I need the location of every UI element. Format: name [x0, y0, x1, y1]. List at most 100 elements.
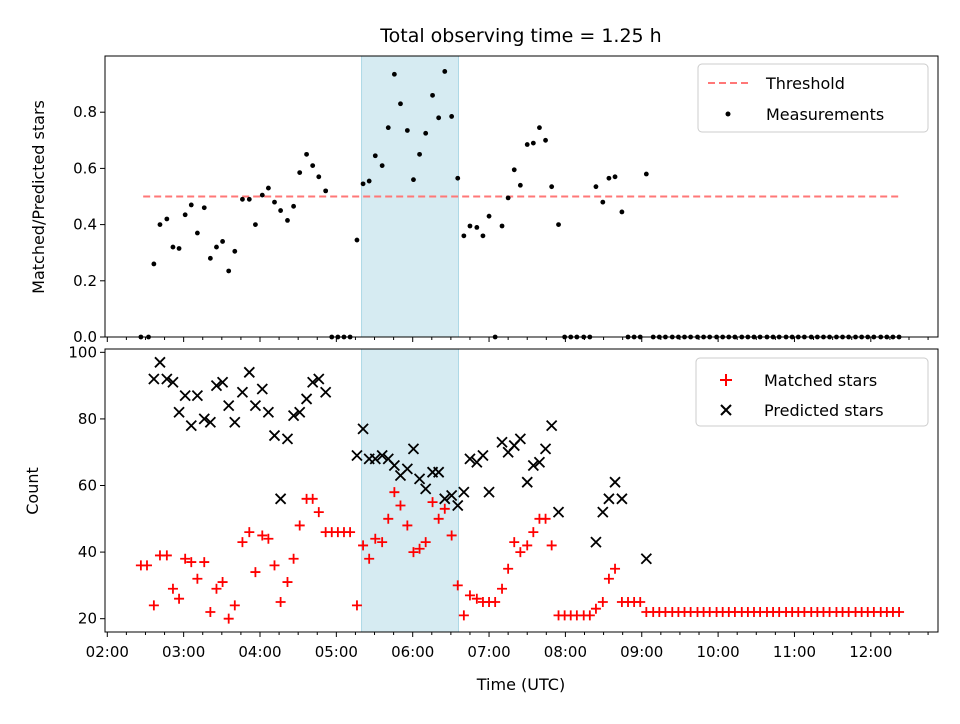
- measurement-point: [366, 178, 372, 184]
- measurement-point: [379, 163, 385, 168]
- x-axis-label: Time (UTC): [476, 675, 565, 694]
- matched-star-marker: [257, 530, 268, 541]
- matched-star-marker: [540, 513, 551, 524]
- predicted-star-marker: [191, 389, 204, 402]
- matched-star-marker: [597, 597, 608, 608]
- matched-star-marker: [452, 580, 463, 591]
- top-y-tick-label: 0.8: [73, 103, 97, 121]
- matched-star-marker: [167, 583, 178, 594]
- measurement-point: [151, 261, 157, 267]
- measurement-point: [486, 213, 492, 219]
- measurement-point: [207, 255, 213, 261]
- matched-star-marker: [408, 547, 419, 558]
- measurement-point: [423, 130, 429, 136]
- bottom-axes-group: 20 40 60 80 100 02:00 03:00 04:00 05:00 06:00 07:0…: [68, 343, 929, 661]
- legend-measurements-label: Measurements: [766, 105, 884, 124]
- bottom-y-tick-label: 60: [78, 477, 97, 495]
- measurement-point: [643, 171, 649, 177]
- matched-star-marker: [894, 607, 905, 618]
- matched-star-marker: [217, 577, 228, 588]
- measurement-point: [505, 195, 511, 201]
- measurement-point: [297, 170, 303, 176]
- matched-star-marker: [192, 573, 203, 584]
- x-tick-label: 06:00: [391, 643, 434, 661]
- matched-star-marker: [288, 553, 299, 564]
- matched-star-marker: [433, 513, 444, 524]
- matched-star-marker: [610, 563, 621, 574]
- measurement-point: [220, 239, 225, 244]
- matched-star-marker: [148, 600, 159, 611]
- matched-star-marker: [307, 493, 318, 504]
- measurement-point: [530, 140, 536, 146]
- measurement-point: [278, 208, 284, 213]
- predicted-star-marker: [198, 413, 210, 425]
- matched-star-marker: [603, 573, 614, 584]
- chart-title: Total observing time = 1.25 h: [379, 25, 661, 47]
- measurement-point: [404, 128, 410, 133]
- predicted-star-marker: [616, 493, 628, 505]
- legend-predicted-swatch: [720, 404, 732, 416]
- bottom-y-tick-label: 100: [68, 343, 97, 361]
- measurement-point: [517, 182, 523, 188]
- predicted-star-marker: [287, 409, 300, 422]
- measurement-point: [537, 125, 542, 131]
- x-tick-label: 04:00: [238, 643, 281, 661]
- measurement-point: [194, 230, 200, 236]
- matched-star-marker: [199, 557, 210, 568]
- x-tick-label: 09:00: [620, 643, 663, 661]
- top-y-tick-label: 0.6: [73, 159, 97, 177]
- matched-star-marker: [174, 593, 185, 604]
- matched-star-marker: [205, 607, 216, 618]
- predicted-star-marker: [148, 373, 160, 385]
- measurement-point: [360, 181, 366, 187]
- predicted-star-marker: [458, 486, 470, 498]
- measurement-point: [398, 101, 403, 107]
- predicted-star-marker: [388, 459, 401, 472]
- predicted-star-marker: [294, 406, 306, 418]
- measurement-point: [606, 175, 612, 181]
- measurement-point: [436, 115, 442, 121]
- matched-star-marker: [590, 603, 601, 614]
- bottom-y-tick-label: 40: [78, 543, 97, 561]
- matched-star-marker: [546, 540, 557, 551]
- matched-star-marker: [351, 600, 362, 611]
- matched-star-marker: [414, 543, 425, 554]
- matched-star-marker: [244, 527, 255, 538]
- measurement-point: [240, 196, 245, 202]
- predicted-star-marker: [603, 493, 615, 505]
- predicted-star-marker: [154, 356, 166, 368]
- matched-star-marker: [313, 507, 324, 518]
- predicted-star-marker: [401, 463, 413, 475]
- bottom-legend: Matched stars Predicted stars: [695, 357, 929, 427]
- predicted-star-marker: [274, 493, 287, 505]
- top-panel-frame: [104, 55, 939, 338]
- predicted-star-marker: [439, 493, 451, 505]
- matched-star-marker: [275, 597, 286, 608]
- predicted-star-marker: [229, 416, 241, 428]
- measurement-point: [253, 222, 258, 228]
- matched-star-marker: [269, 560, 280, 571]
- matched-star-marker: [186, 557, 197, 568]
- measurement-point: [524, 142, 530, 147]
- measurement-point: [372, 153, 378, 159]
- measurement-point: [480, 233, 486, 239]
- predicted-star-marker: [262, 406, 275, 418]
- predicted-star-marker: [179, 389, 191, 402]
- matched-star-marker: [282, 577, 293, 588]
- bottom-y-tick-label: 80: [78, 410, 97, 428]
- predicted-star-marker: [268, 429, 281, 442]
- predicted-star-marker: [249, 399, 262, 412]
- measurement-point: [543, 137, 548, 143]
- matched-star-marker: [364, 553, 375, 564]
- matched-star-marker: [370, 533, 381, 544]
- predicted-star-marker: [236, 386, 249, 398]
- top-y-tick-label: 0.4: [73, 216, 97, 234]
- measurement-point: [259, 192, 265, 198]
- measurement-point: [232, 248, 238, 254]
- measurement-point: [164, 216, 170, 222]
- predicted-star-marker: [533, 456, 546, 468]
- predicted-star-marker: [376, 449, 388, 462]
- measurement-point: [182, 212, 188, 218]
- measurement-point: [455, 175, 461, 181]
- predicted-star-marker: [539, 443, 552, 455]
